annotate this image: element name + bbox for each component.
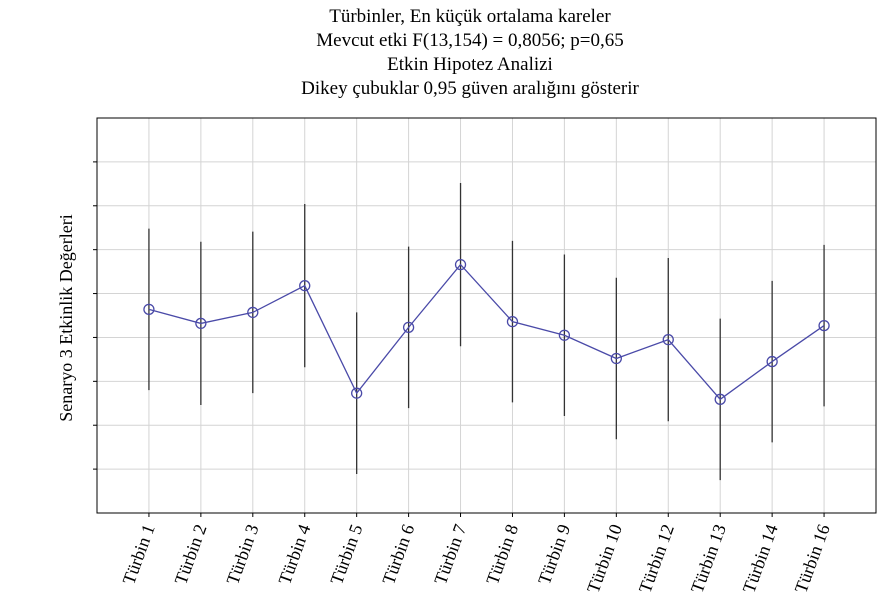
line: [148, 263, 825, 401]
y-axis-label: Senaryo 3 Etkinlik Değerleri: [56, 214, 76, 421]
point: [143, 303, 155, 316]
point: [299, 280, 311, 292]
x-tick-label: Türbin 9: [534, 522, 574, 588]
x-tick-label: Türbin 10: [583, 522, 626, 596]
point: [247, 306, 259, 319]
plot-frame: [96, 117, 877, 514]
point: [506, 315, 519, 328]
x-tick-label: Türbin 16: [791, 522, 834, 596]
point: [610, 352, 622, 365]
point: [766, 355, 778, 368]
x-tick-label: Türbin 12: [635, 522, 678, 596]
x-tick-label: Türbin 1: [119, 522, 159, 588]
x-tick-label: Türbin 7: [430, 522, 470, 588]
chart-subtitle: Etkin Hipotez Analizi: [387, 54, 553, 75]
chart-subtitle: Mevcut etki F(13,154) = 0,8056; p=0,65: [316, 30, 623, 51]
x-tick-label: Türbin 2: [170, 522, 210, 588]
x-tick-label: Türbin 13: [687, 522, 730, 596]
point: [402, 321, 415, 334]
point: [818, 319, 830, 332]
point: [714, 393, 726, 405]
x-tick-label: Türbin 5: [326, 522, 366, 588]
x-tick-label: Türbin 8: [482, 522, 522, 588]
x-tick-label: Türbin 14: [739, 522, 782, 596]
point: [195, 317, 207, 330]
x-tick-label: Türbin 3: [222, 522, 262, 588]
chart-title: Türbinler, En küçük ortalama kareler: [329, 6, 611, 27]
point: [662, 333, 674, 346]
point: [351, 387, 363, 399]
point: [454, 258, 467, 271]
x-tick-label: Türbin 4: [274, 522, 314, 588]
x-tick-label: Türbin 6: [378, 522, 418, 588]
chart-subtitle: Dikey çubuklar 0,95 güven aralığını göst…: [301, 78, 639, 99]
point: [558, 329, 571, 341]
